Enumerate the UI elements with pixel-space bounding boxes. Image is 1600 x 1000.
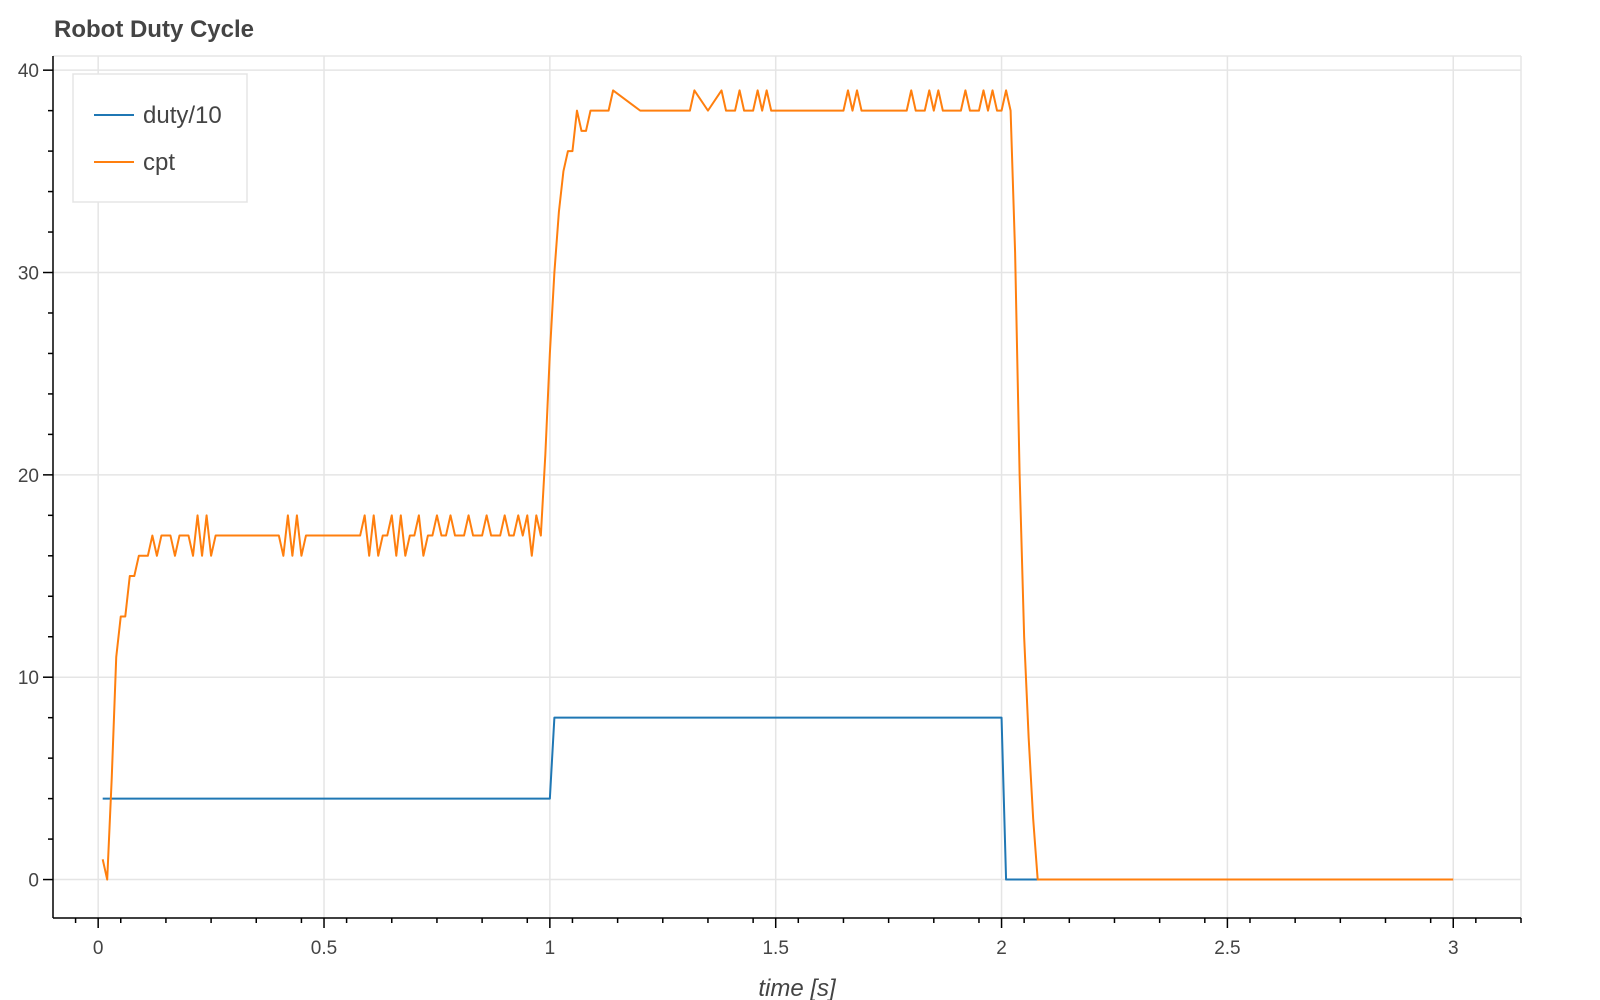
x-tick-label: 2	[996, 938, 1007, 959]
y-tick-label: 20	[18, 466, 39, 487]
series-line-cpt	[101, 89, 1454, 881]
series-lines	[101, 89, 1454, 881]
series-line-duty-10	[102, 716, 1038, 881]
legend-box	[72, 73, 248, 203]
x-axis-label: time [s]	[758, 975, 837, 1000]
chart-title: Robot Duty Cycle	[54, 16, 255, 43]
y-tick-label: 40	[18, 61, 39, 82]
x-tick-label: 1	[545, 938, 556, 959]
plot-background	[53, 56, 1521, 918]
y-tick-label: 0	[28, 871, 39, 892]
x-tick-label: 0.5	[311, 938, 337, 959]
legend-label: cpt	[143, 149, 175, 176]
legend: duty/10 cpt	[72, 73, 248, 203]
legend-label: duty/10	[143, 102, 222, 129]
x-tick-label: 0	[93, 938, 104, 959]
grid-lines	[53, 55, 1522, 918]
y-tick-label: 30	[18, 264, 39, 285]
x-tick-label: 3	[1448, 938, 1459, 959]
x-tick-label: 2.5	[1214, 938, 1240, 959]
x-tick-label: 1.5	[762, 938, 788, 959]
y-tick-label: 10	[18, 668, 39, 689]
